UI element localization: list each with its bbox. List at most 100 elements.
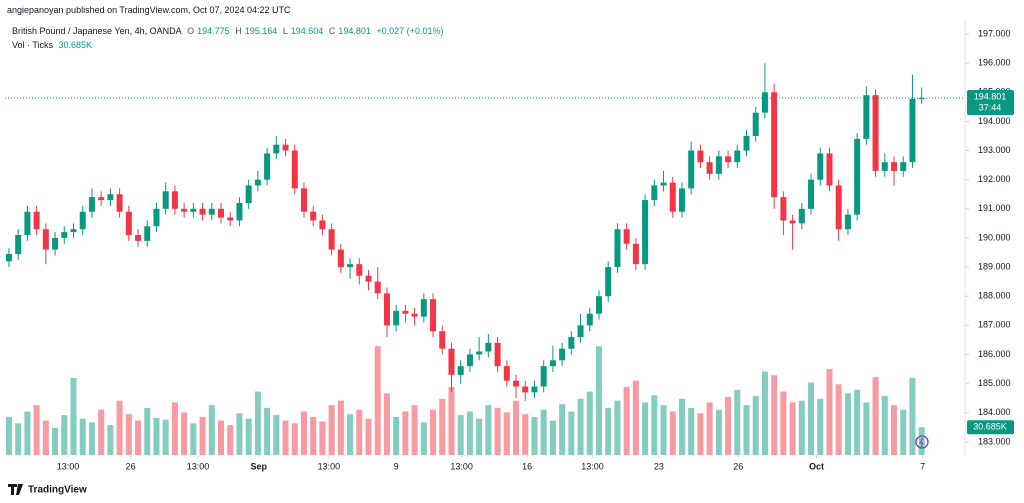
candle-body <box>181 208 188 212</box>
volume-bar <box>595 346 602 455</box>
ohlc-value: 195.164 <box>244 26 278 36</box>
x-tick-label: 23 <box>654 461 664 471</box>
volume-bar <box>430 409 437 455</box>
volume-bar <box>522 414 529 455</box>
candle-body <box>144 226 151 241</box>
candle-body <box>531 386 538 393</box>
volume-bar <box>52 427 59 455</box>
volume-badge-value: 30.685K <box>973 422 1007 432</box>
candle-body <box>88 197 95 212</box>
x-tick-label: 13:00 <box>318 461 341 471</box>
volume-bar <box>347 414 354 455</box>
volume-bar <box>844 393 851 455</box>
candle-body <box>116 194 123 212</box>
x-tick-label: 9 <box>394 461 399 471</box>
volume-bar <box>872 377 879 455</box>
countdown: 37:44 <box>979 102 1002 112</box>
candle-body <box>411 313 418 317</box>
volume-bar <box>319 421 326 455</box>
volume-bar <box>586 391 593 455</box>
candle-body <box>586 313 593 326</box>
candle-body <box>5 253 12 262</box>
candle-body <box>789 220 796 224</box>
candle-body <box>218 208 225 218</box>
price-badge-value: 194.801 <box>974 91 1007 101</box>
volume-bar <box>651 395 658 455</box>
volume-bar <box>374 346 381 455</box>
change: +0.027 (+0.01%) <box>376 26 444 36</box>
candle-body <box>891 162 898 171</box>
volume-bar <box>356 409 363 455</box>
candle-body <box>337 249 344 268</box>
volume-bar <box>623 387 630 455</box>
published-line: angiepanoyan published on TradingView.co… <box>7 5 291 15</box>
volume-bar <box>642 402 649 455</box>
x-tick-label: 13:00 <box>581 461 604 471</box>
candle-body <box>98 197 105 201</box>
volume-bar <box>577 398 584 455</box>
candle-body <box>872 95 879 171</box>
candle-body <box>439 331 446 349</box>
volume-bar <box>33 405 40 455</box>
volume-bar <box>771 375 778 455</box>
logo <box>8 484 23 495</box>
x-tick-label: 13:00 <box>57 461 80 471</box>
volume-bar <box>264 407 271 455</box>
volume-bar <box>743 405 750 455</box>
candle-body <box>448 348 455 375</box>
y-tick-label: 192.000 <box>978 174 1011 184</box>
volume-bar <box>780 391 787 455</box>
x-tick-label: 13:00 <box>450 461 473 471</box>
candle-body <box>494 342 501 367</box>
volume-bar <box>789 402 796 455</box>
candle-body <box>577 325 584 337</box>
candle-body <box>190 208 197 212</box>
y-tick-label: 189.000 <box>978 261 1011 271</box>
candle-body <box>651 185 658 201</box>
candle-body <box>61 232 68 238</box>
volume-bar <box>15 423 22 455</box>
volume-bar <box>706 402 713 455</box>
candle-body <box>678 188 685 212</box>
candle-body <box>808 179 815 209</box>
volume-bar <box>854 389 861 455</box>
candle-body <box>669 182 676 212</box>
volume-bar <box>5 416 12 455</box>
candle-body <box>863 95 870 139</box>
candle-body <box>568 336 575 349</box>
y-tick-label: 193.000 <box>978 145 1011 155</box>
volume-bar <box>448 387 455 455</box>
volume-bar <box>835 384 842 455</box>
candle-body <box>503 366 510 381</box>
candle-body <box>844 214 851 230</box>
candle-body <box>605 267 612 297</box>
candle-body <box>761 92 768 113</box>
candle-body <box>697 150 704 163</box>
candle-body <box>33 211 40 230</box>
brand: TradingView <box>28 485 87 496</box>
candle-body <box>706 162 713 174</box>
volume-bar <box>485 405 492 455</box>
volume-bar <box>337 400 344 455</box>
volume-bar <box>273 415 280 455</box>
candle-body <box>135 235 142 241</box>
y-tick-label: 196.000 <box>978 57 1011 67</box>
candle-body <box>466 354 473 367</box>
volume-bar <box>891 405 898 455</box>
y-tick-label: 185.000 <box>978 378 1011 388</box>
candle-body <box>854 138 861 215</box>
candle-body <box>310 211 317 221</box>
candle-body <box>715 156 722 174</box>
y-tick-label: 188.000 <box>978 291 1011 301</box>
volume-bar <box>900 409 907 455</box>
candle-body <box>393 310 400 326</box>
volume-bar <box>171 402 178 455</box>
volume-bar <box>614 400 621 455</box>
volume-bar <box>162 419 169 455</box>
candle-body <box>208 208 215 215</box>
volume-bar <box>116 400 123 455</box>
candle-body <box>319 220 326 230</box>
volume-bar <box>549 420 556 455</box>
